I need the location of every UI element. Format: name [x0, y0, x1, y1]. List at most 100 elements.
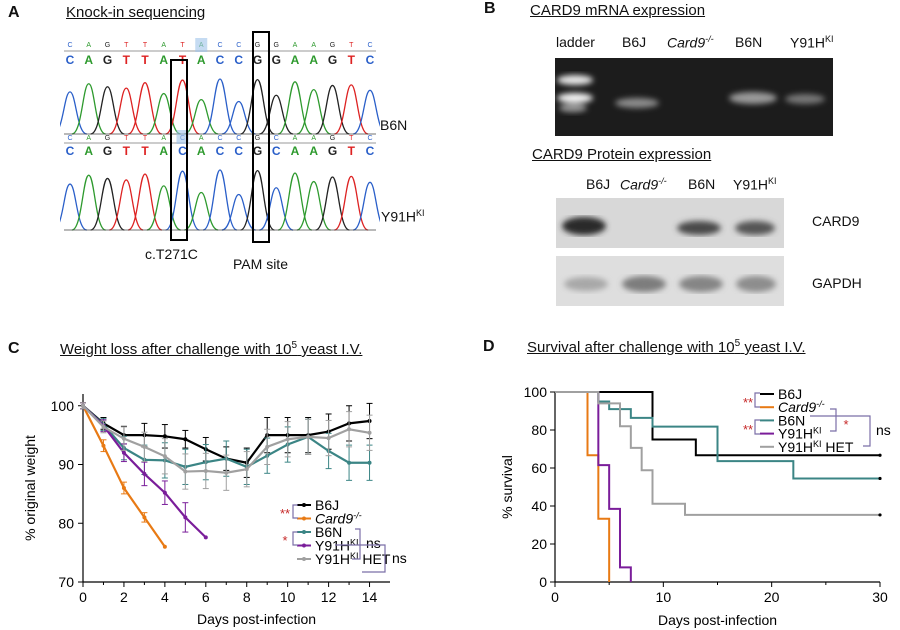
significance-stars: *	[282, 533, 287, 548]
base-call: C	[216, 144, 225, 158]
base-call: A	[84, 53, 93, 67]
gel-band-y91h	[785, 94, 825, 104]
y-tick-label: 100	[524, 384, 548, 400]
data-point	[162, 544, 167, 549]
trace-peak	[277, 172, 313, 231]
base-call-small: C	[236, 42, 241, 49]
y-tick-label: 80	[531, 422, 547, 438]
lane-b6j: B6J	[622, 34, 647, 50]
blot-band-card9-b6j	[562, 217, 606, 235]
base-call-small: A	[86, 135, 91, 142]
annotation-pam-site: PAM site	[233, 256, 288, 272]
y-tick-label: 20	[531, 536, 547, 552]
legend-marker	[302, 503, 306, 507]
significance-bracket	[292, 504, 298, 519]
base-call-small: T	[143, 42, 148, 49]
legend-marker	[302, 530, 306, 534]
base-call-small: T	[349, 42, 354, 49]
data-point	[183, 469, 188, 474]
censor-mark	[878, 513, 882, 517]
mrna-title: CARD9 mRNA expression	[530, 2, 706, 19]
trace-peak	[221, 100, 256, 135]
x-tick-label: 4	[161, 589, 169, 605]
trace-peak	[334, 84, 369, 135]
base-call-small: G	[255, 42, 260, 49]
base-call: T	[123, 53, 131, 67]
significance-stars: *	[843, 417, 848, 432]
base-call-small: A	[311, 42, 316, 49]
trace-peak	[60, 183, 88, 231]
trace-peak	[277, 81, 313, 135]
data-point	[306, 434, 311, 439]
trace-peak	[352, 181, 380, 231]
data-point	[121, 436, 126, 441]
blot-band-gapdh-4	[736, 276, 776, 292]
data-point	[142, 444, 147, 449]
base-call-small: A	[293, 42, 298, 49]
legend-label: Y91HKI	[315, 538, 359, 554]
protein-lane-b6j: B6J	[586, 176, 611, 192]
y-tick-label: 70	[58, 574, 74, 590]
data-point	[347, 460, 352, 465]
data-point	[244, 467, 249, 472]
data-point	[162, 434, 167, 439]
base-call-small: T	[124, 135, 129, 142]
row-label-b6n: B6N	[380, 117, 408, 133]
data-point	[101, 424, 106, 429]
data-point	[142, 471, 147, 476]
significance-stars: **	[280, 506, 290, 521]
data-point	[162, 454, 167, 459]
x-tick-label: 6	[202, 589, 210, 605]
base-call-small: C	[274, 135, 279, 142]
survival-curve	[555, 391, 880, 480]
base-call: G	[272, 53, 281, 67]
legend-label: B6J	[315, 497, 339, 513]
base-call-small: A	[161, 135, 166, 142]
y-axis-label: % survival	[499, 455, 515, 519]
base-call: A	[159, 144, 168, 158]
legend-label: B6J	[778, 386, 802, 402]
survival-curve	[555, 391, 632, 582]
y-tick-label: 40	[531, 498, 547, 514]
x-tick-label: 0	[551, 589, 559, 605]
base-call: G	[103, 144, 112, 158]
trace-peak	[202, 169, 238, 231]
base-call-small: C	[236, 135, 241, 142]
survival-curve	[555, 391, 880, 516]
base-call-small: G	[330, 135, 335, 142]
base-call-small: T	[124, 42, 129, 49]
x-axis-label: Days post-infection	[658, 612, 777, 628]
legend-label: Card9-/-	[315, 511, 362, 527]
data-point	[265, 444, 270, 449]
base-call: A	[291, 53, 300, 67]
blot-band-gapdh-2	[622, 276, 666, 292]
data-point	[121, 450, 126, 455]
base-call: C	[178, 144, 187, 158]
censor-mark	[878, 453, 882, 457]
lane-ladder: ladder	[556, 34, 595, 50]
legend-marker	[302, 557, 306, 561]
western-blot-gapdh	[556, 256, 784, 306]
base-call: C	[234, 144, 243, 158]
y-tick-label: 90	[58, 457, 74, 473]
base-call: T	[141, 53, 149, 67]
trace-peak	[296, 88, 331, 135]
significance-bracket	[335, 544, 386, 573]
y-axis-label: % original weight	[22, 435, 38, 541]
protein-title: CARD9 Protein expression	[532, 146, 712, 163]
trace-peak	[90, 86, 125, 135]
x-tick-label: 10	[280, 589, 296, 605]
base-call-small: A	[86, 42, 91, 49]
base-call-small: C	[367, 42, 372, 49]
significance-bracket	[292, 531, 298, 546]
data-point	[121, 486, 126, 490]
base-call-small: T	[143, 135, 148, 142]
base-call: A	[159, 53, 168, 67]
base-call: C	[366, 53, 375, 67]
blot-band-card9-y91h	[735, 221, 775, 235]
significance-bracket	[810, 415, 871, 447]
trace-peak	[315, 84, 350, 135]
base-call-small: G	[255, 135, 260, 142]
base-call-small: C	[217, 42, 222, 49]
base-call-small: A	[161, 42, 166, 49]
